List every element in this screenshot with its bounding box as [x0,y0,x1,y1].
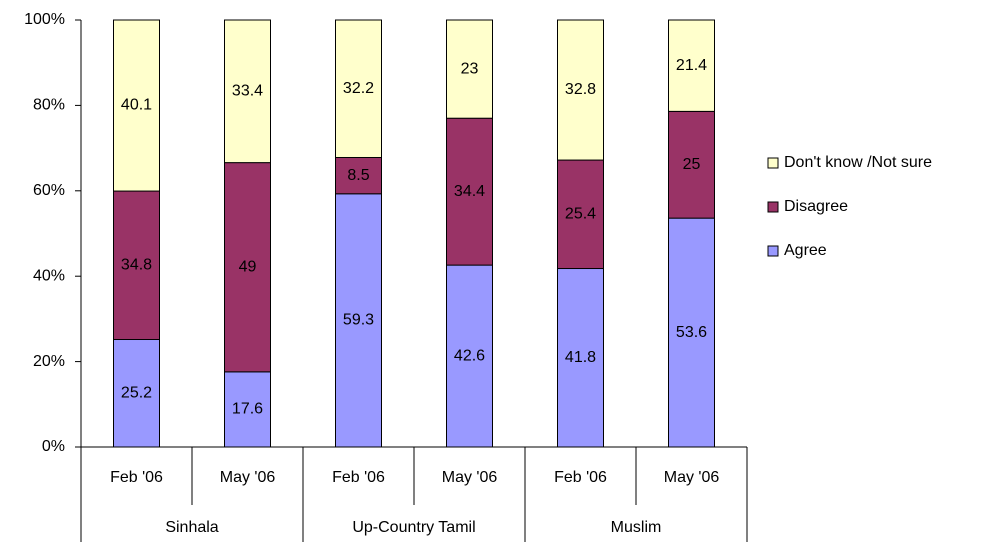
legend-label: Disagree [784,198,848,215]
data-label: 34.4 [454,183,485,200]
data-label: 23 [461,60,479,77]
y-tick-label: 0% [42,438,65,455]
data-label: 34.8 [121,256,152,273]
bar-segment [557,159,604,270]
group-label: Muslim [611,519,662,536]
group-label: Up-Country Tamil [352,519,475,536]
data-label: 25.4 [565,206,596,223]
bar-segment [224,19,271,164]
bar-segment [557,268,604,448]
legend-label: Agree [784,242,827,259]
data-label: 33.4 [232,83,263,100]
data-label: 59.3 [343,312,374,329]
bar-segment [668,110,715,219]
data-label: 17.6 [232,401,263,418]
data-label: 49 [239,258,257,275]
group-label: Sinhala [165,519,218,536]
bar-segment [335,156,382,195]
y-tick-label: 20% [33,353,65,370]
data-label: 32.2 [343,80,374,97]
bar-segment [224,371,271,448]
x-tick-label: May '06 [442,469,498,486]
bar-segment [113,339,160,448]
data-label: 53.6 [676,324,707,341]
legend-swatch [767,201,779,213]
data-label: 21.4 [676,57,707,74]
x-tick-label: May '06 [220,469,276,486]
legend-swatch [767,157,779,169]
y-tick-label: 40% [33,267,65,284]
y-tick-label: 100% [24,11,65,28]
x-tick-label: Feb '06 [554,469,607,486]
bar-segment [113,190,160,341]
data-label: 25 [683,156,701,173]
bar-segment [668,19,715,112]
y-tick-label: 80% [33,97,65,114]
data-label: 42.6 [454,347,485,364]
data-label: 32.8 [565,81,596,98]
data-label: 25.2 [121,384,152,401]
bar-segment [224,162,271,373]
data-label: 40.1 [121,97,152,114]
x-tick-label: Feb '06 [332,469,385,486]
data-label: 8.5 [347,167,369,184]
data-label: 41.8 [565,349,596,366]
legend-label: Don't know /Not sure [784,154,932,171]
bar-segment [446,264,493,448]
x-tick-label: May '06 [664,469,720,486]
bar-segment [335,19,382,158]
bar-segment [557,19,604,161]
bar-segment [446,117,493,266]
bar-segment [668,217,715,448]
x-tick-label: Feb '06 [110,469,163,486]
legend-swatch [767,245,779,257]
bar-segment [113,19,160,192]
y-tick-label: 60% [33,182,65,199]
bar-segment [446,19,493,119]
